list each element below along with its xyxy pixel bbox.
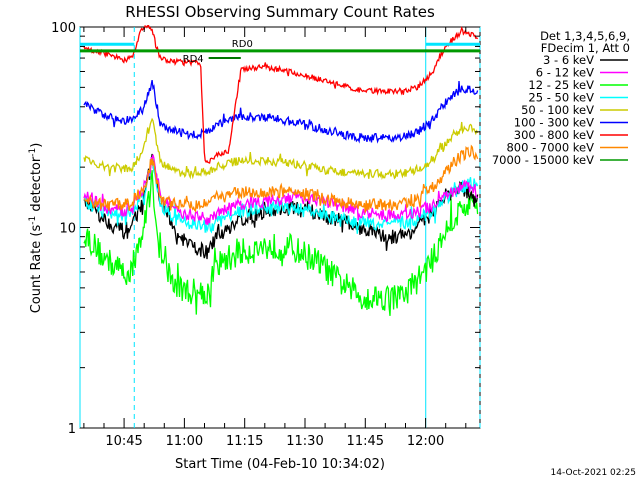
rd0-label: RD0 [232,39,253,50]
series-3-6-kev [83,153,479,260]
timestamp: 14-Oct-2021 02:25 [551,468,636,478]
y-tick-label: 1 [68,422,76,437]
series-layer [80,25,480,316]
series-line [83,153,479,260]
x-tick-label: 12:00 [407,434,444,449]
legend-label: 7000 - 15000 keV [492,153,594,167]
x-tick-label: 11:45 [347,434,384,449]
rd4-label: RD4 [183,54,204,65]
legend-label: 25 - 50 keV [528,91,594,105]
legend: Det 1,3,4,5,6,9, FDecim 1, Att 0 3 - 6 k… [492,29,630,167]
plot-frame [79,26,481,429]
series-50-100-kev [83,117,479,180]
annotation-layer: RD0 RD4 [80,39,480,65]
series-12-25-kev [83,170,479,316]
legend-label: 800 - 7000 keV [506,141,594,155]
legend-label: 6 - 12 keV [536,66,594,80]
plot-area [79,26,481,429]
y-tick-label: 10 [59,222,76,237]
legend-label: 300 - 800 keV [514,128,594,142]
series-line [83,79,479,144]
series-line [83,117,479,180]
series-line [83,144,479,213]
series-line [83,170,479,316]
x-tick-label: 11:30 [286,434,323,449]
legend-header-line-2: FDecim 1, Att 0 [541,41,630,55]
vertical-markers [79,27,481,428]
series-300-800-kev [83,25,479,164]
y-axis-title: Count Rate (s-1 detector-1) [28,143,44,314]
x-axis-title: Start Time (04-Feb-10 10:34:02) [175,457,385,472]
series-100-300-kev [83,79,479,144]
legend-label: 50 - 100 keV [521,103,594,117]
series-800-7000-kev [83,144,479,213]
chart-title: RHESSI Observing Summary Count Rates [125,3,435,21]
series-line [83,25,479,164]
legend-header-line-1: Det 1,3,4,5,6,9, [540,29,630,43]
legend-label: 100 - 300 keV [514,116,594,130]
x-tick-label: 10:45 [105,434,142,449]
legend-label: 3 - 6 keV [543,53,594,67]
y-tick-label: 100 [51,21,76,36]
legend-label: 12 - 25 keV [528,78,594,92]
x-tick-label: 11:00 [166,434,203,449]
x-tick-label: 11:15 [226,434,263,449]
axis-ticks: 1 10 100 10:45 11:00 11:15 11:30 11:45 12:00 [51,21,480,449]
